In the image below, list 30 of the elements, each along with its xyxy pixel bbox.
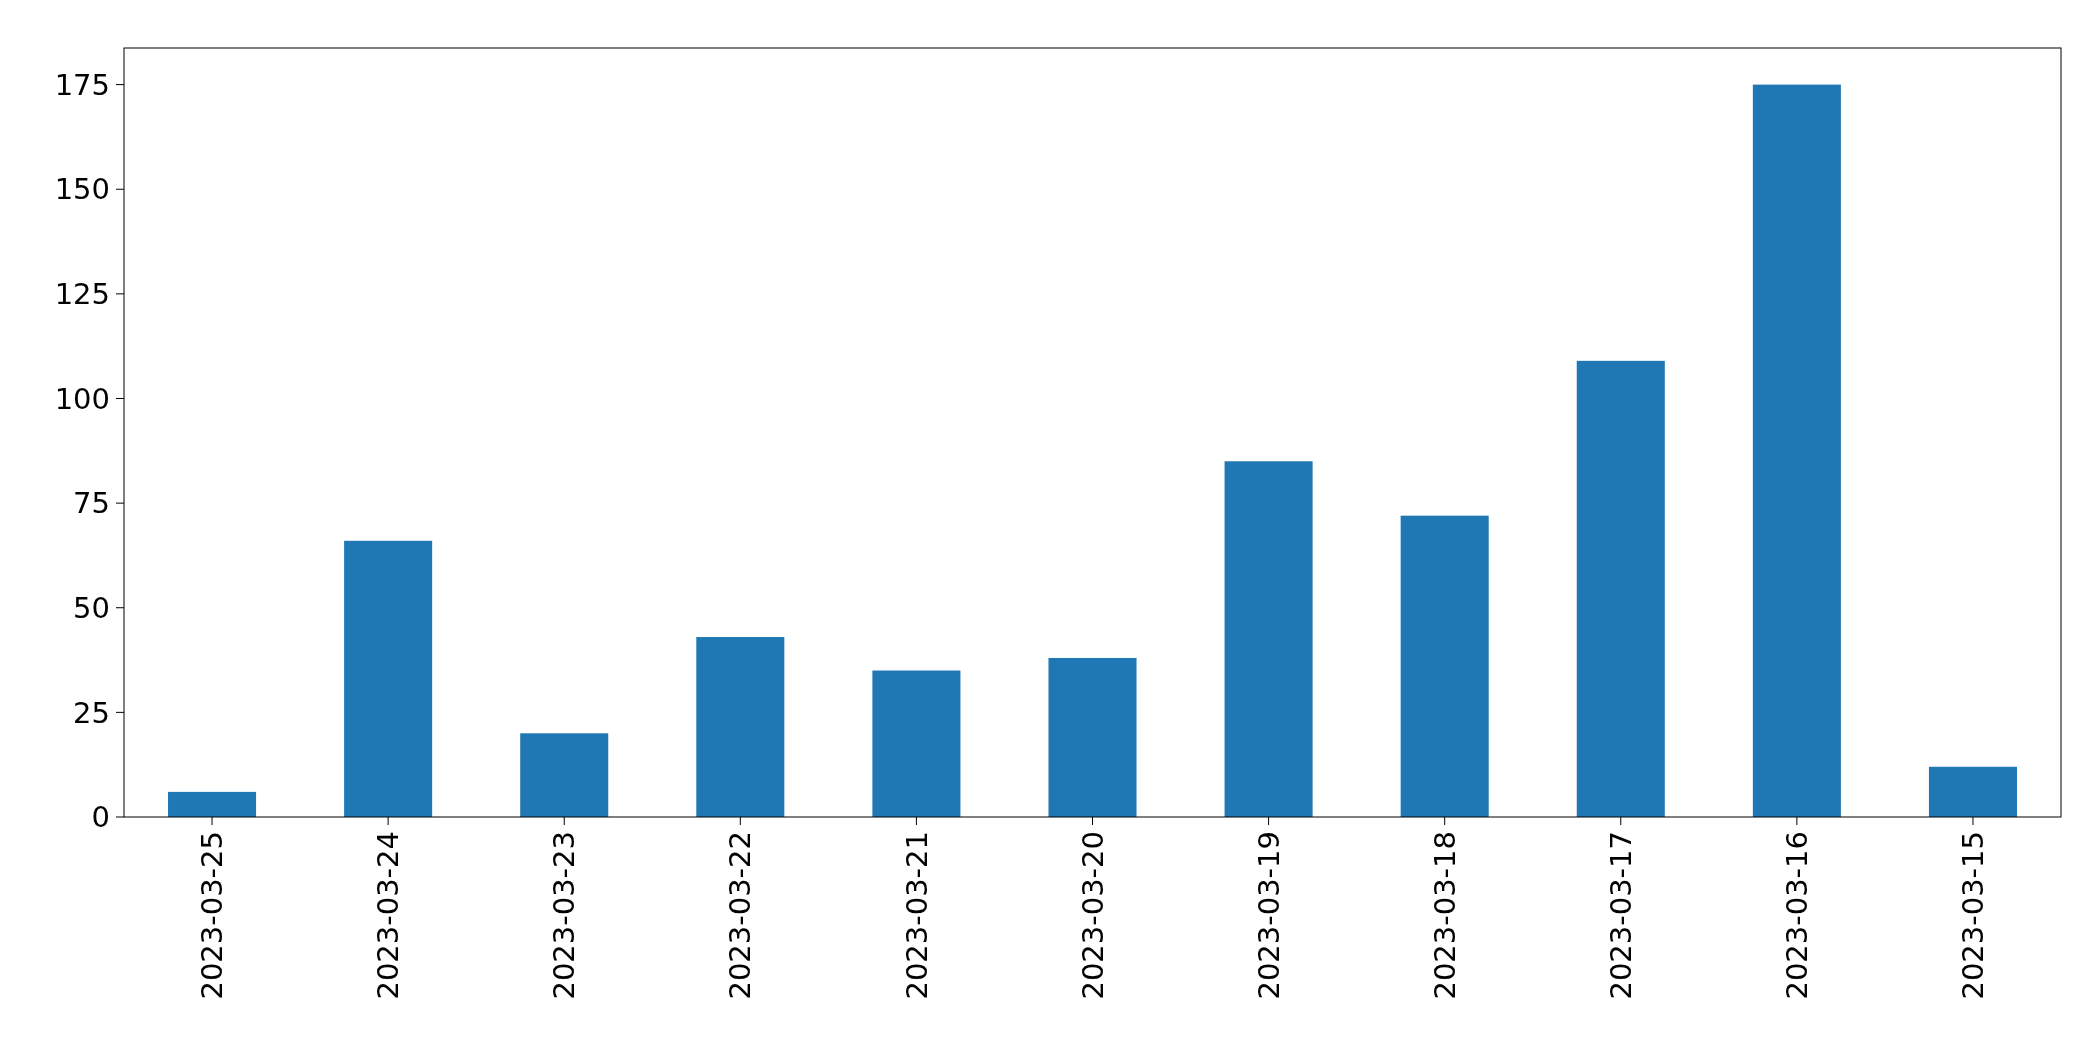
x-tick-label: 2023-03-19 bbox=[1251, 831, 1286, 1000]
y-tick-label: 0 bbox=[91, 800, 110, 835]
bar bbox=[1048, 657, 1137, 817]
bar bbox=[520, 733, 609, 817]
x-tick-label: 2023-03-24 bbox=[371, 831, 406, 1000]
bar bbox=[872, 670, 961, 817]
x-tick-label: 2023-03-20 bbox=[1075, 831, 1110, 1000]
bar bbox=[1752, 84, 1841, 817]
y-tick-label: 150 bbox=[54, 172, 110, 207]
y-tick-label: 175 bbox=[54, 67, 110, 102]
x-tick-label: 2023-03-23 bbox=[547, 831, 582, 1000]
x-tick-label: 2023-03-22 bbox=[723, 831, 758, 1000]
x-tick-label: 2023-03-16 bbox=[1780, 831, 1815, 1000]
bar bbox=[1576, 360, 1665, 817]
y-tick-label: 125 bbox=[54, 277, 110, 312]
bar bbox=[1224, 461, 1313, 817]
x-tick-label: 2023-03-21 bbox=[899, 831, 934, 1000]
y-tick-label: 50 bbox=[73, 590, 110, 625]
bar bbox=[1928, 766, 2017, 817]
x-tick-label: 2023-03-25 bbox=[195, 831, 230, 1000]
bar bbox=[1400, 515, 1489, 817]
x-tick-label: 2023-03-15 bbox=[1956, 831, 1991, 1000]
bar bbox=[344, 540, 433, 817]
y-tick-label: 25 bbox=[73, 695, 110, 730]
y-tick-label: 100 bbox=[54, 381, 110, 416]
bar bbox=[696, 637, 785, 817]
y-tick-label: 75 bbox=[73, 486, 110, 521]
x-tick-label: 2023-03-18 bbox=[1427, 831, 1462, 1000]
bar bbox=[168, 791, 257, 817]
x-tick-label: 2023-03-17 bbox=[1603, 831, 1638, 1000]
